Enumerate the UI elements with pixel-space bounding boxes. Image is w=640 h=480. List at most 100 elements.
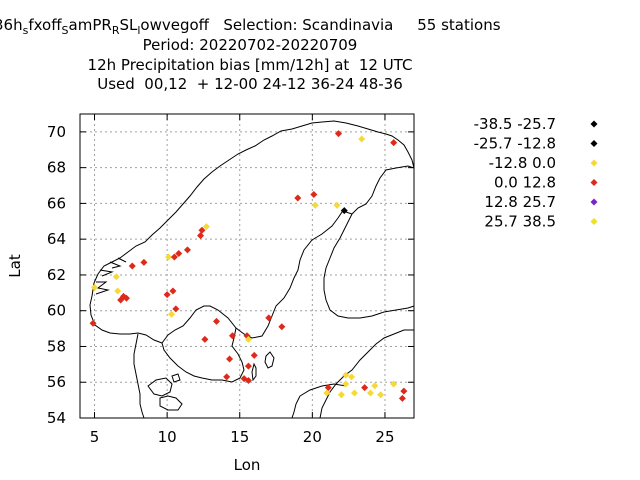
legend-label: -12.8 0.0 [489,154,556,172]
y-tick-label: 66 [47,194,66,212]
legend-label: 25.7 38.5 [484,213,556,231]
x-axis-label: Lon [234,456,261,474]
coastline-finland [323,165,415,319]
y-tick-label: 68 [47,159,66,177]
station-point [201,335,209,343]
period-title: Period: 20220702-20220709 [142,36,358,54]
y-tick-label: 60 [47,302,66,320]
y-tick-label: 62 [47,266,66,284]
legend-marker [590,198,598,206]
station-point [340,207,348,215]
station-point [371,382,379,390]
coastline-sweden-south [161,327,245,383]
station-point [228,332,236,340]
station-point [265,314,273,322]
coastline-denmark-islands [147,373,183,411]
selection-label: Selection: Scandinavia [223,16,394,34]
station-point [91,283,99,291]
station-point [128,262,136,270]
y-tick-label: 58 [47,337,66,355]
station-point [278,323,286,331]
station-point [112,273,120,281]
coastline [89,120,415,419]
coastline-sweden-east [161,211,353,344]
x-tick-label: 15 [230,428,249,446]
station-point [334,130,342,138]
station-point [172,305,180,313]
coastline-norway-west [91,120,415,297]
station-point [202,223,210,231]
station-point [348,373,356,381]
station-count: 55 stations [417,16,501,34]
station-point [175,249,183,257]
station-point [333,201,341,209]
station-point [114,287,122,295]
legend-label: 12.8 25.7 [484,193,556,211]
legend-label: -25.7 -12.8 [474,135,556,153]
coastline-oland [251,362,257,382]
title-line-1: 36hsfxoffSamPRRSLlowvegoff Selection: Sc… [0,16,501,38]
station-point [244,362,252,370]
subtitle: 12h Precipitation bias [mm/12h] at 12 UT… [87,56,413,74]
legend-label: -38.5 -25.7 [474,115,556,133]
legend-label: 0.0 12.8 [494,174,556,192]
plot-frame [79,113,415,419]
coastline-denmark-jutland [133,333,145,419]
station-point [342,380,350,388]
station-point [310,190,318,198]
station-point [358,135,366,143]
y-tick-label: 56 [47,373,66,391]
station-point [226,355,234,363]
x-tick-label: 5 [90,428,100,446]
station-point [170,253,178,261]
coastline-gotland [264,351,275,369]
station-point [165,253,173,261]
legend-marker [590,218,598,225]
x-tick-label: 10 [158,428,177,446]
station-point [244,335,252,343]
y-tick-label: 54 [47,409,66,427]
legend-marker [590,120,598,128]
station-point [361,384,369,392]
x-tick-label: 25 [375,428,394,446]
station-point [163,291,171,299]
used-hours: Used 00,12 + 12-00 24-12 36-24 48-36 [97,75,403,93]
station-point [366,389,374,397]
station-point [244,376,252,384]
station-point [390,380,398,388]
station-point [337,391,345,399]
station-point [323,389,331,397]
legend-marker [590,179,598,186]
axes: 5 10 15 20 25 54 56 58 60 62 64 66 68 70 Lon Lat [6,113,415,474]
station-point [213,317,221,325]
x-tick-label: 20 [303,428,322,446]
coastline-norway-fjords [95,257,127,295]
station-point [398,394,406,402]
station-points [89,130,408,402]
coastline-baltic-states [291,383,347,419]
y-tick-label: 70 [47,123,66,141]
station-point [250,351,258,359]
station-point [140,258,148,266]
legend: -38.5 -25.7 -25.7 -12.8-12.8 0.0 0.0 12.81… [474,115,598,231]
y-tick-label: 64 [47,230,66,248]
station-point [350,389,358,397]
station-point [169,287,177,295]
coastline-baltic-east [319,329,414,419]
station-point [197,232,205,240]
station-point [89,319,97,327]
y-axis-label: Lat [6,254,24,278]
station-point [342,371,350,379]
station-point [400,387,408,395]
legend-marker [590,159,598,167]
station-point [324,384,332,392]
legend-marker [590,140,598,147]
station-point [390,139,398,147]
station-point [122,294,130,302]
station-point [311,201,319,209]
coastline-norway-south [89,295,163,344]
station-point [294,194,302,202]
station-point [167,310,175,318]
station-point [223,373,231,381]
